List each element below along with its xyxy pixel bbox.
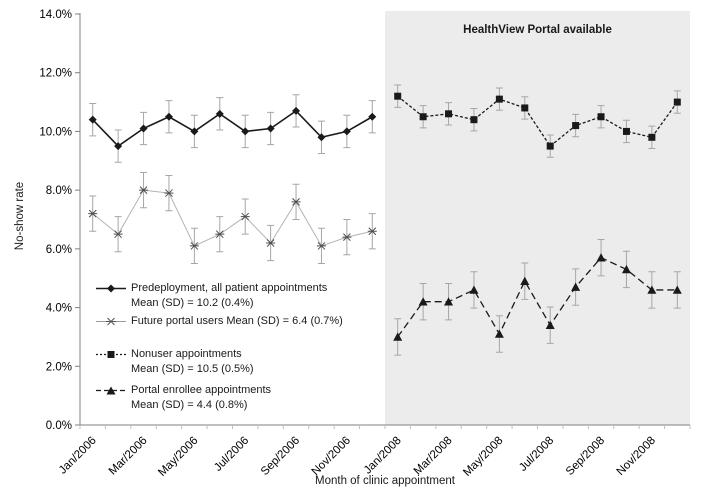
marker-asterisk xyxy=(367,227,377,236)
x-tick-label: Jan/2006 xyxy=(57,435,99,477)
marker-asterisk xyxy=(342,233,352,241)
legend-item-portal-enrollee: Portal enrollee appointments Mean (SD) =… xyxy=(95,383,343,413)
marker-diamond xyxy=(317,133,326,142)
marker-triangle xyxy=(393,332,403,341)
marker-square xyxy=(495,95,503,103)
y-tick-label: 2.0% xyxy=(46,361,72,373)
marker-diamond xyxy=(88,115,97,124)
y-tick-label: 4.0% xyxy=(46,303,72,315)
legend-item-future-portal-users: Future portal users Mean (SD) = 6.4 (0.7… xyxy=(95,314,343,329)
legend-marker-diamond-solid-line xyxy=(96,284,126,293)
legend-marker-triangle-dashed-line xyxy=(96,386,126,395)
y-tick-label: 12.0% xyxy=(39,68,72,80)
series-4 xyxy=(393,238,682,356)
series-line xyxy=(92,189,373,247)
marker-square xyxy=(622,127,630,135)
marker-triangle xyxy=(621,264,631,274)
legend-item-nonuser: Nonuser appointments Mean (SD) = 10.5 (0… xyxy=(95,347,343,377)
marker-diamond xyxy=(241,127,250,136)
y-axis-title: No-show rate xyxy=(14,181,26,251)
legend-mean-sd: Mean (SD) = 4.4 (0.8%) xyxy=(131,399,248,411)
legend-label: Portal enrollee appointments xyxy=(131,384,272,396)
marker-square xyxy=(597,113,605,121)
y-tick-label: 6.0% xyxy=(46,244,72,256)
marker-square xyxy=(546,142,554,150)
legend-mean-sd: Mean (SD) = 10.5 (0.5%) xyxy=(131,363,254,375)
series-line xyxy=(397,95,678,148)
x-tick-label: Jan/2008 xyxy=(362,435,404,477)
region-annotation: HealthView Portal available xyxy=(463,24,612,36)
marker-diamond xyxy=(139,124,148,133)
marker-diamond xyxy=(215,109,224,118)
marker-triangle xyxy=(545,320,555,329)
marker-triangle xyxy=(672,285,682,294)
marker-triangle xyxy=(494,329,504,338)
marker-triangle xyxy=(520,276,530,285)
marker-asterisk xyxy=(88,209,98,218)
marker-square xyxy=(445,110,453,118)
marker-diamond xyxy=(292,106,301,115)
marker-diamond xyxy=(342,127,351,136)
marker-square xyxy=(673,98,681,106)
legend-marker-asterisk-gray-line xyxy=(96,317,126,326)
x-tick-label: Nov/2008 xyxy=(615,435,658,478)
marker-diamond xyxy=(368,112,377,121)
x-axis-title: Month of clinic appointment xyxy=(315,475,455,487)
legend-label: Nonuser appointments xyxy=(131,348,242,360)
marker-asterisk xyxy=(139,186,149,194)
marker-asterisk xyxy=(316,242,326,250)
portal-available-shaded-region xyxy=(385,11,690,425)
marker-triangle xyxy=(418,297,428,306)
marker-diamond xyxy=(266,124,275,133)
marker-asterisk xyxy=(240,212,250,221)
series-1 xyxy=(88,94,377,163)
legend-marker-square-dotted-line xyxy=(96,351,126,358)
marker-square xyxy=(394,92,402,100)
series-2 xyxy=(88,172,377,265)
marker-triangle xyxy=(647,285,657,294)
marker-square xyxy=(419,113,427,121)
shaded-rect xyxy=(385,11,690,425)
y-tick-label: 8.0% xyxy=(46,185,72,197)
x-tick-label: Sep/2008 xyxy=(564,435,607,478)
marker-asterisk xyxy=(189,242,199,250)
x-tick-label: Mar/2008 xyxy=(412,435,455,478)
marker-triangle xyxy=(571,282,581,291)
series-line xyxy=(92,109,373,148)
marker-diamond xyxy=(164,112,173,121)
marker-triangle xyxy=(596,253,606,262)
legend-mean-sd: Mean (SD) = 10.2 (0.4%) xyxy=(131,297,254,309)
y-tick-label: 14.0% xyxy=(39,9,72,21)
marker-asterisk xyxy=(291,198,301,206)
marker-diamond xyxy=(114,142,123,151)
marker-diamond xyxy=(190,127,199,136)
marker-triangle xyxy=(444,297,454,306)
marker-square xyxy=(648,133,656,141)
x-tick-label: May/2008 xyxy=(461,435,505,479)
legend: Predeployment, all patient appointments … xyxy=(95,281,343,413)
x-tick-label: Jul/2006 xyxy=(212,435,251,474)
x-tick-label: Sep/2006 xyxy=(259,435,302,478)
marker-square xyxy=(470,116,478,124)
marker-asterisk xyxy=(266,239,276,247)
marker-square xyxy=(521,104,529,112)
legend-label: Predeployment, all patient appointments xyxy=(131,282,328,294)
marker-asterisk xyxy=(164,189,174,197)
marker-asterisk xyxy=(215,230,225,239)
marker-asterisk xyxy=(113,230,123,239)
x-tick-label: May/2006 xyxy=(156,435,200,479)
data-series xyxy=(88,84,682,356)
y-tick-label: 10.0% xyxy=(39,126,72,138)
x-tick-label: Mar/2006 xyxy=(107,435,150,478)
marker-triangle xyxy=(469,285,479,294)
marker-square xyxy=(572,122,580,130)
x-tick-label: Nov/2006 xyxy=(310,435,353,478)
legend-label: Future portal users Mean (SD) = 6.4 (0.7… xyxy=(131,315,343,327)
series-3 xyxy=(394,84,681,158)
y-tick-label: 0.0% xyxy=(46,420,72,432)
legend-item-predeployment: Predeployment, all patient appointments … xyxy=(95,281,343,311)
x-tick-label: Jul/2008 xyxy=(517,435,556,474)
